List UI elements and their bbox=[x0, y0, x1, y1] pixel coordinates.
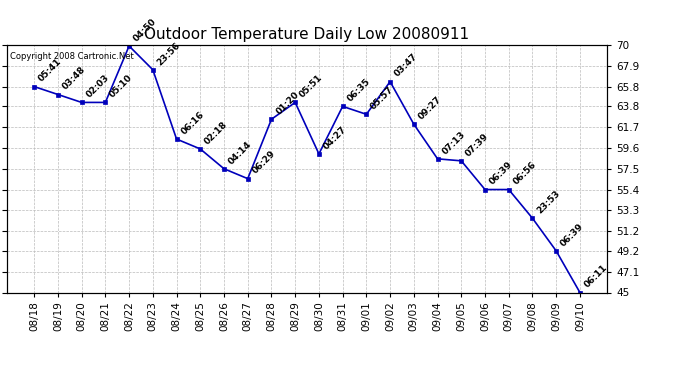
Text: 05:41: 05:41 bbox=[37, 57, 63, 84]
Title: Outdoor Temperature Daily Low 20080911: Outdoor Temperature Daily Low 20080911 bbox=[144, 27, 470, 42]
Text: 07:13: 07:13 bbox=[440, 129, 467, 156]
Text: 03:47: 03:47 bbox=[393, 52, 420, 79]
Text: 05:57: 05:57 bbox=[369, 85, 396, 111]
Text: 23:56: 23:56 bbox=[156, 40, 182, 67]
Text: 06:39: 06:39 bbox=[488, 160, 514, 187]
Text: 02:18: 02:18 bbox=[203, 120, 230, 146]
Text: 04:27: 04:27 bbox=[322, 124, 348, 151]
Text: 06:29: 06:29 bbox=[250, 149, 277, 176]
Text: 07:39: 07:39 bbox=[464, 131, 491, 158]
Text: 05:51: 05:51 bbox=[298, 73, 324, 100]
Text: 01:20: 01:20 bbox=[274, 90, 301, 117]
Text: 09:27: 09:27 bbox=[417, 95, 443, 122]
Text: 06:39: 06:39 bbox=[559, 222, 586, 248]
Text: 03:48: 03:48 bbox=[61, 65, 88, 92]
Text: 04:50: 04:50 bbox=[132, 17, 159, 43]
Text: 06:35: 06:35 bbox=[346, 77, 372, 104]
Text: Copyright 2008 Cartronic.Net: Copyright 2008 Cartronic.Net bbox=[10, 53, 134, 62]
Text: 06:16: 06:16 bbox=[179, 110, 206, 136]
Text: 04:14: 04:14 bbox=[227, 139, 253, 166]
Text: 23:53: 23:53 bbox=[535, 189, 562, 216]
Text: 02:03: 02:03 bbox=[84, 73, 111, 100]
Text: 06:11: 06:11 bbox=[582, 263, 609, 290]
Text: 05:10: 05:10 bbox=[108, 73, 135, 100]
Text: 06:56: 06:56 bbox=[511, 160, 538, 187]
